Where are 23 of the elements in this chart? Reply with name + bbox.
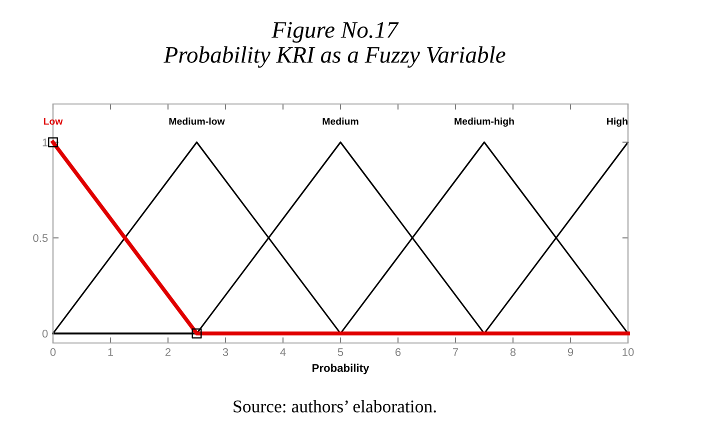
series-label: High <box>607 118 628 127</box>
x-tick-label: 10 <box>622 348 634 356</box>
chart-title: Figure No.17 <box>271 22 399 43</box>
x-tick-label: 1 <box>108 348 114 356</box>
source-note: Source: authors’ elaboration. <box>234 400 436 413</box>
y-tick-label: 0 <box>42 330 48 338</box>
x-axis-title: Probability <box>312 364 370 374</box>
x-tick-label: 5 <box>338 348 344 356</box>
y-tick-label: 0.5 <box>33 234 48 242</box>
text: Medium <box>322 118 358 125</box>
x-tick-label: 0 <box>50 348 56 356</box>
x-tick-label: 7 <box>452 348 458 356</box>
x-tick-label: 4 <box>280 348 286 356</box>
text: Medium-high <box>454 118 514 127</box>
x-tick-label: 3 <box>222 348 228 356</box>
text: Low <box>44 118 63 125</box>
x-tick-label: 2 <box>165 348 171 356</box>
x-tick-label: 8 <box>510 348 516 356</box>
chart-subtitle: Probability KRI as a Fuzzy Variable <box>164 46 506 68</box>
x-tick-label: 6 <box>395 348 401 356</box>
x-tick-label: 9 <box>568 348 574 356</box>
y-tick-label: 1 <box>42 138 48 146</box>
text: Medium-low <box>169 118 225 125</box>
